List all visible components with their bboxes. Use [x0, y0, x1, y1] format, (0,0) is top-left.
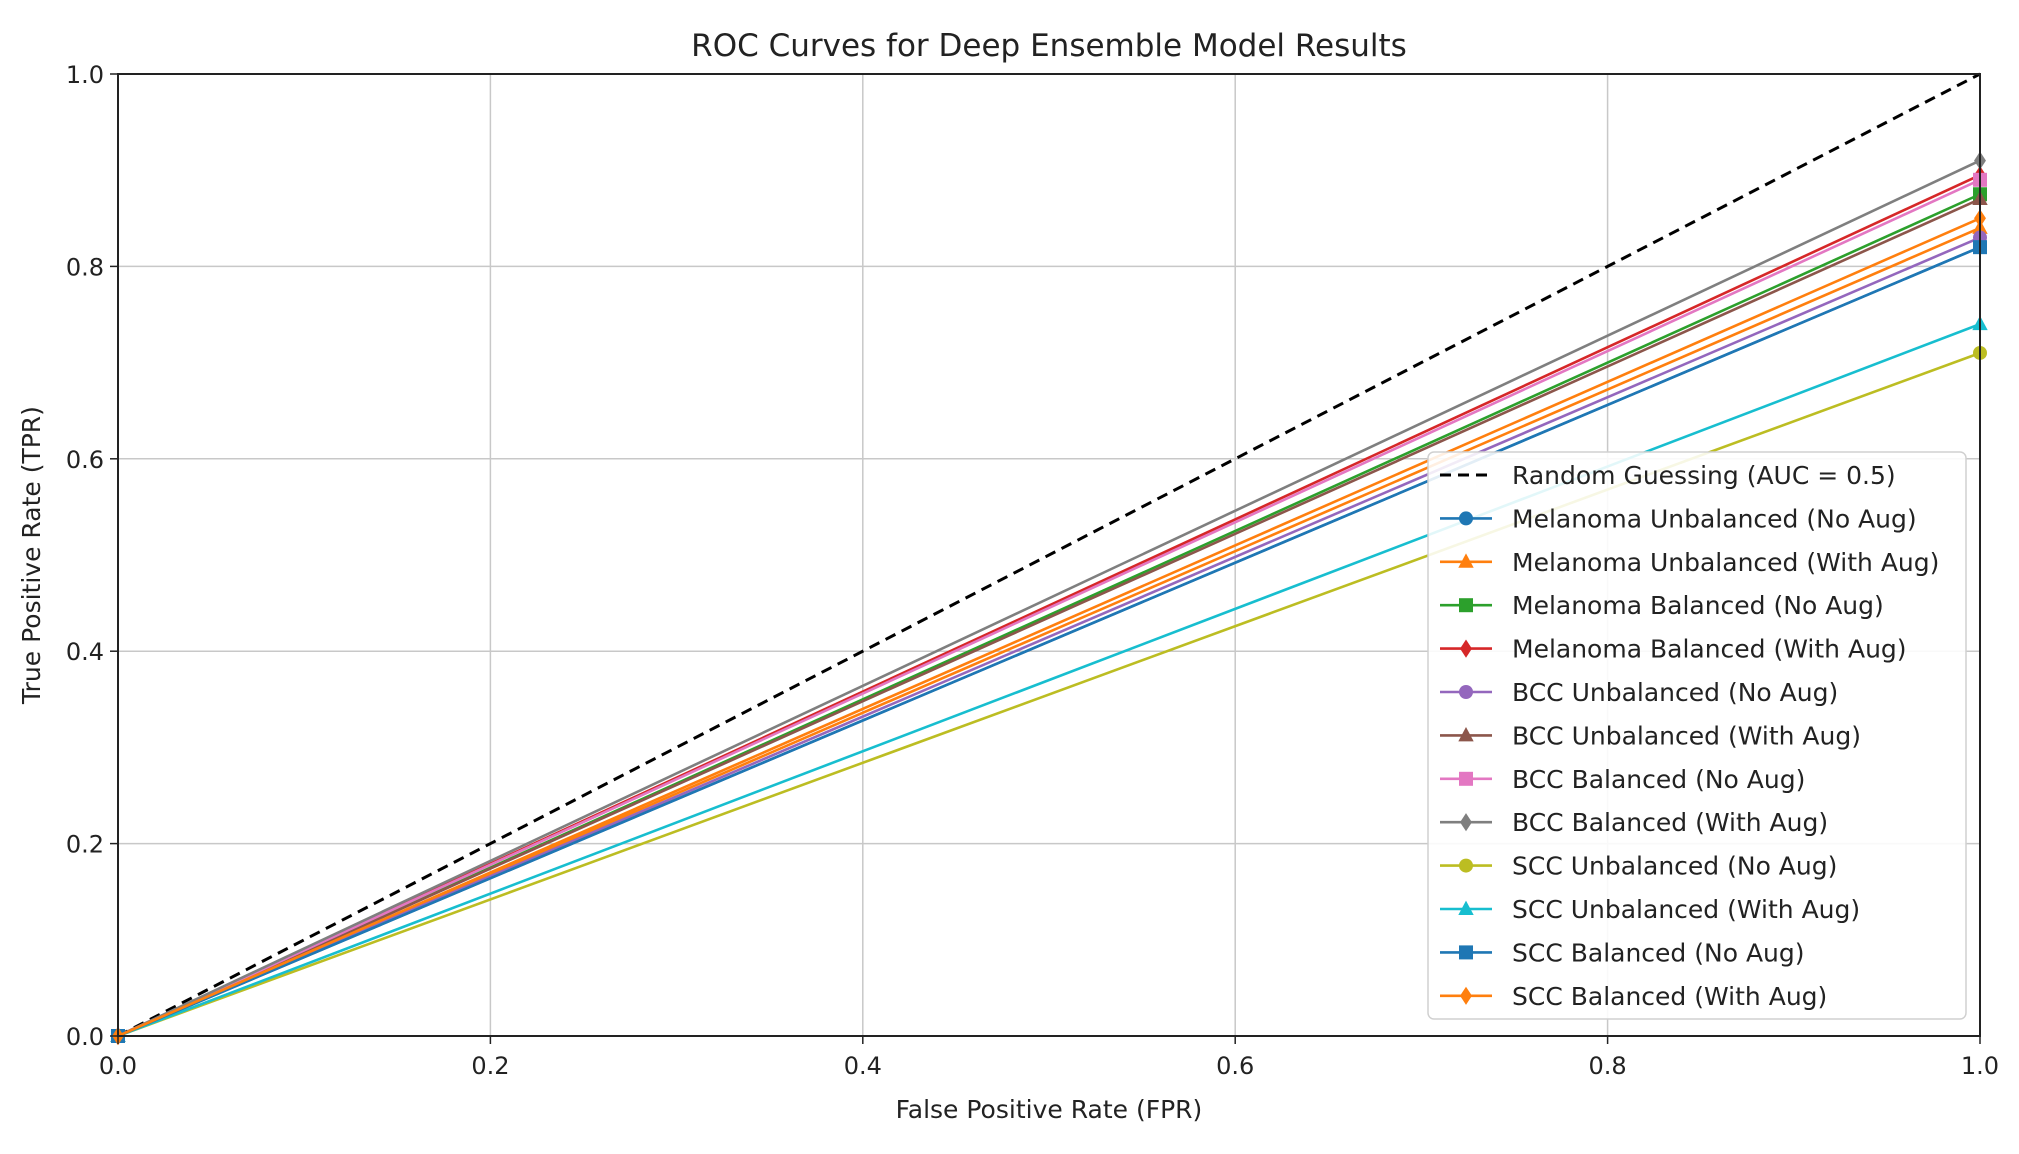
legend-marker [1459, 945, 1473, 960]
legend-entry: Melanoma Unbalanced (No Aug) [1440, 504, 1917, 533]
legend-marker [1459, 598, 1473, 613]
series-line [117, 245, 1981, 1038]
legend-marker [1460, 813, 1472, 832]
y-tick-label: 0.4 [66, 638, 104, 666]
legend-label: Melanoma Balanced (With Aug) [1512, 635, 1907, 664]
legend-marker [1458, 727, 1474, 742]
legend-entry: BCC Unbalanced (With Aug) [1440, 721, 1861, 750]
series-group [110, 72, 1988, 1046]
y-tick-label: 0.0 [66, 1023, 104, 1051]
legend-label: Melanoma Balanced (No Aug) [1512, 591, 1884, 620]
legend-entry: SCC Balanced (With Aug) [1440, 982, 1827, 1011]
legend-marker [1460, 986, 1472, 1005]
x-tick-label: 0.6 [1216, 1052, 1254, 1080]
series-line [117, 226, 1981, 1038]
legend-entry: Melanoma Unbalanced (With Aug) [1440, 548, 1939, 577]
legend-entry: BCC Balanced (With Aug) [1440, 808, 1828, 837]
x-tick-label: 0.0 [99, 1052, 137, 1080]
legend-marker [1459, 771, 1473, 786]
legend-marker [1458, 553, 1474, 568]
y-tick-label: 0.2 [66, 831, 104, 859]
legend-label: BCC Unbalanced (With Aug) [1512, 721, 1861, 750]
series-line [117, 236, 1981, 1038]
legend-label: Melanoma Unbalanced (With Aug) [1512, 548, 1939, 577]
legend-entry: Random Guessing (AUC = 0.5) [1440, 461, 1896, 490]
legend-marker [1459, 858, 1473, 873]
axis-ticks: 0.0 0.2 0.4 0.6 0.8 1.0 0.0 0.2 0.4 0.6 0.8 1.0 [66, 61, 1999, 1080]
series-line [117, 217, 1981, 1038]
legend-label: Melanoma Unbalanced (No Aug) [1512, 504, 1917, 533]
legend-entry: SCC Balanced (No Aug) [1440, 938, 1805, 967]
legend-entry: SCC Unbalanced (No Aug) [1440, 852, 1837, 881]
plot-frame [117, 73, 1981, 1037]
y-axis-label: True Positive Rate (TPR) [17, 406, 46, 705]
legend-label: BCC Unbalanced (No Aug) [1512, 678, 1838, 707]
legend-entry: Melanoma Balanced (With Aug) [1440, 635, 1907, 664]
legend-label: SCC Unbalanced (With Aug) [1512, 895, 1860, 924]
x-tick-label: 0.2 [471, 1052, 509, 1080]
series-line [117, 72, 1981, 1038]
legend-marker [1460, 639, 1472, 658]
legend-box [1427, 451, 1967, 1020]
series-line [117, 197, 1981, 1038]
series-0 [117, 72, 1981, 1038]
legend-marker [1459, 511, 1473, 526]
legend-label: BCC Balanced (No Aug) [1512, 765, 1805, 794]
legend-label: BCC Balanced (With Aug) [1512, 808, 1828, 837]
legend: Random Guessing (AUC = 0.5) Melanoma Unba… [1427, 451, 1967, 1020]
series-line [117, 159, 1981, 1038]
legend-entry: BCC Unbalanced (No Aug) [1440, 678, 1838, 707]
series-line [117, 322, 1981, 1038]
legend-label: SCC Unbalanced (No Aug) [1512, 852, 1837, 881]
legend-label: SCC Balanced (No Aug) [1512, 938, 1805, 967]
y-tick-label: 0.8 [66, 253, 104, 281]
legend-marker [1459, 685, 1473, 699]
legend-entry: SCC Unbalanced (With Aug) [1440, 895, 1860, 924]
legend-label: Random Guessing (AUC = 0.5) [1512, 461, 1896, 490]
x-tick-label: 1.0 [1961, 1052, 1999, 1080]
x-axis-label: False Positive Rate (FPR) [896, 1095, 1203, 1124]
y-tick-label: 1.0 [66, 61, 104, 89]
legend-entry: Melanoma Balanced (No Aug) [1440, 591, 1884, 620]
chart-title: ROC Curves for Deep Ensemble Model Resul… [691, 28, 1407, 64]
series-line [117, 178, 1981, 1038]
legend-label: SCC Balanced (With Aug) [1512, 982, 1827, 1011]
x-tick-label: 0.8 [1589, 1052, 1627, 1080]
legend-entry: BCC Balanced (No Aug) [1440, 765, 1805, 794]
legend-marker [1458, 900, 1474, 915]
x-tick-label: 0.4 [844, 1052, 882, 1080]
y-tick-label: 0.6 [66, 446, 104, 474]
